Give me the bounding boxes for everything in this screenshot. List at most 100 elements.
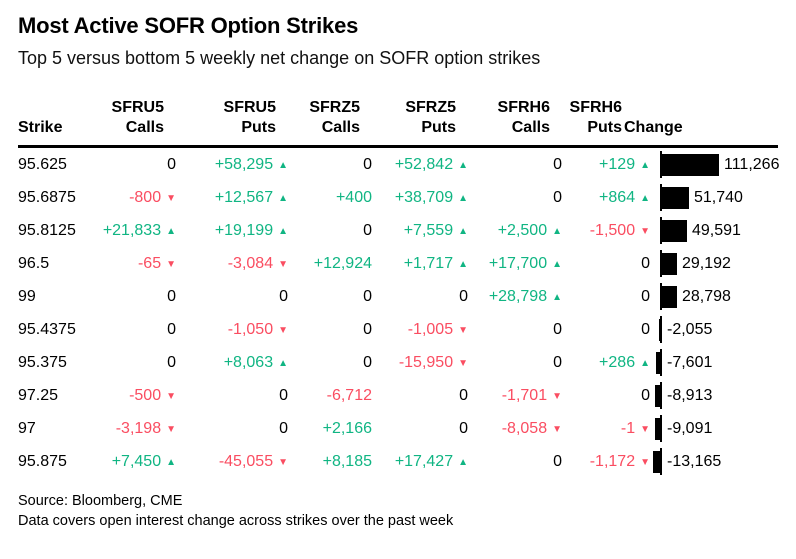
change-cell: 51,740	[650, 184, 778, 211]
value-text: +21,833	[102, 221, 162, 239]
down-arrow-icon: ▼	[552, 390, 562, 402]
value-cell: 0	[562, 255, 650, 273]
value-text: +8,063	[223, 353, 274, 371]
strike-cell: 95.875	[18, 452, 67, 470]
strike-cell: 95.6875	[18, 188, 76, 206]
strike-cell: 95.375	[18, 353, 67, 371]
value-cell: +7,450 ▲	[102, 453, 176, 471]
value-cell: -800 ▼	[102, 189, 176, 207]
table-row: 95.625 0 +58,295 ▲ 0 +52,842 ▲ 0 +129 ▲ 111,266	[18, 148, 779, 181]
value-cell: 0	[102, 321, 176, 339]
change-bar	[662, 252, 677, 275]
value-cell: +8,063 ▲	[176, 354, 288, 372]
strike-cell: 95.4375	[18, 320, 76, 338]
value-text: +52,842	[394, 155, 454, 173]
value-cell: -500 ▼	[102, 387, 176, 405]
value-text: 0	[553, 320, 562, 338]
value-text: -45,055	[218, 452, 274, 470]
value-cell: 0	[562, 321, 650, 339]
value-text: 0	[641, 287, 650, 305]
value-cell: -8,058 ▼	[468, 420, 562, 438]
value-cell: -6,712	[288, 387, 372, 405]
value-cell: -15,950 ▼	[372, 354, 468, 372]
change-baseline	[660, 217, 662, 244]
value-text: -1,500	[589, 221, 636, 239]
value-cell: 0	[562, 387, 650, 405]
change-bar	[653, 450, 660, 473]
change-baseline	[660, 151, 662, 178]
change-baseline	[660, 349, 662, 376]
strike-cell: 97	[18, 419, 36, 437]
value-cell: -1,050 ▼	[176, 321, 288, 339]
strike-cell: 99	[18, 287, 36, 305]
value-cell: 0	[372, 420, 468, 438]
value-text: 0	[459, 386, 468, 404]
value-text: +286	[599, 353, 636, 371]
value-cell: -1,005 ▼	[372, 321, 468, 339]
value-text: -1,172	[589, 452, 636, 470]
value-text: 0	[641, 386, 650, 404]
value-cell: +286 ▲	[562, 354, 650, 372]
change-cell: -2,055	[650, 316, 778, 343]
table-row: 95.375 0 +8,063 ▲ 0 -15,950 ▼ 0 +286 ▲ -7,601	[18, 346, 778, 379]
value-cell: -65 ▼	[102, 255, 176, 273]
up-arrow-icon: ▲	[278, 225, 288, 237]
up-arrow-icon: ▲	[458, 159, 468, 171]
change-baseline	[660, 250, 662, 277]
table-row: 97.25 -500 ▼ 0 -6,712 0 -1,701 ▼ 0 -8,913	[18, 379, 778, 412]
down-arrow-icon: ▼	[166, 423, 176, 435]
up-arrow-icon: ▲	[278, 159, 288, 171]
value-cell: +28,798 ▲	[468, 288, 562, 306]
value-text: 0	[363, 320, 372, 338]
source-line: Source: Bloomberg, CME	[18, 493, 183, 509]
change-bar	[656, 351, 660, 374]
change-bar	[662, 153, 719, 176]
strike-cell: 95.625	[18, 155, 67, 173]
up-arrow-icon: ▲	[552, 258, 562, 270]
value-text: -1,005	[407, 320, 454, 338]
change-cell: -9,091	[650, 415, 778, 442]
change-bar	[655, 384, 660, 407]
value-text: 0	[279, 386, 288, 404]
value-cell: +58,295 ▲	[176, 156, 288, 174]
value-text: -1,050	[227, 320, 274, 338]
change-bar	[662, 285, 677, 308]
down-arrow-icon: ▼	[166, 192, 176, 204]
value-cell: +1,717 ▲	[372, 255, 468, 273]
value-cell: +400	[288, 189, 372, 207]
change-label: -9,091	[667, 419, 713, 437]
negative-bar-zone	[650, 417, 660, 440]
change-cell: -13,165	[650, 448, 778, 475]
value-cell: +52,842 ▲	[372, 156, 468, 174]
table-row: 95.875 +7,450 ▲ -45,055 ▼ +8,185 +17,427 ▲ 0 -1,1…	[18, 445, 778, 478]
value-text: 0	[167, 353, 176, 371]
down-arrow-icon: ▼	[458, 357, 468, 369]
down-arrow-icon: ▼	[640, 225, 650, 237]
down-arrow-icon: ▼	[278, 258, 288, 270]
value-text: -1,701	[501, 386, 548, 404]
change-cell: -7,601	[650, 349, 778, 376]
page-title: Most Active SOFR Option Strikes	[18, 13, 359, 38]
change-label: 28,798	[682, 287, 731, 305]
value-cell: +129 ▲	[562, 156, 650, 174]
column-header-sfrz5-calls: SFRZ5 Calls	[309, 99, 360, 136]
change-label: -8,913	[667, 386, 713, 404]
value-cell: 0	[562, 288, 650, 306]
value-text: -3,198	[115, 419, 162, 437]
column-header-sfru5-puts: SFRU5 Puts	[223, 99, 276, 136]
value-text: 0	[167, 320, 176, 338]
value-text: 0	[641, 254, 650, 272]
value-text: 0	[459, 287, 468, 305]
strike-cell: 95.8125	[18, 221, 76, 239]
value-text: 0	[279, 419, 288, 437]
value-text: 0	[363, 155, 372, 173]
value-cell: +7,559 ▲	[372, 222, 468, 240]
down-arrow-icon: ▼	[166, 390, 176, 402]
down-arrow-icon: ▼	[458, 324, 468, 336]
value-cell: 0	[372, 387, 468, 405]
change-cell: 29,192	[650, 250, 778, 277]
value-text: +2,166	[322, 419, 372, 437]
value-text: +129	[599, 155, 636, 173]
value-text: -3,084	[227, 254, 274, 272]
value-text: +17,427	[394, 452, 454, 470]
